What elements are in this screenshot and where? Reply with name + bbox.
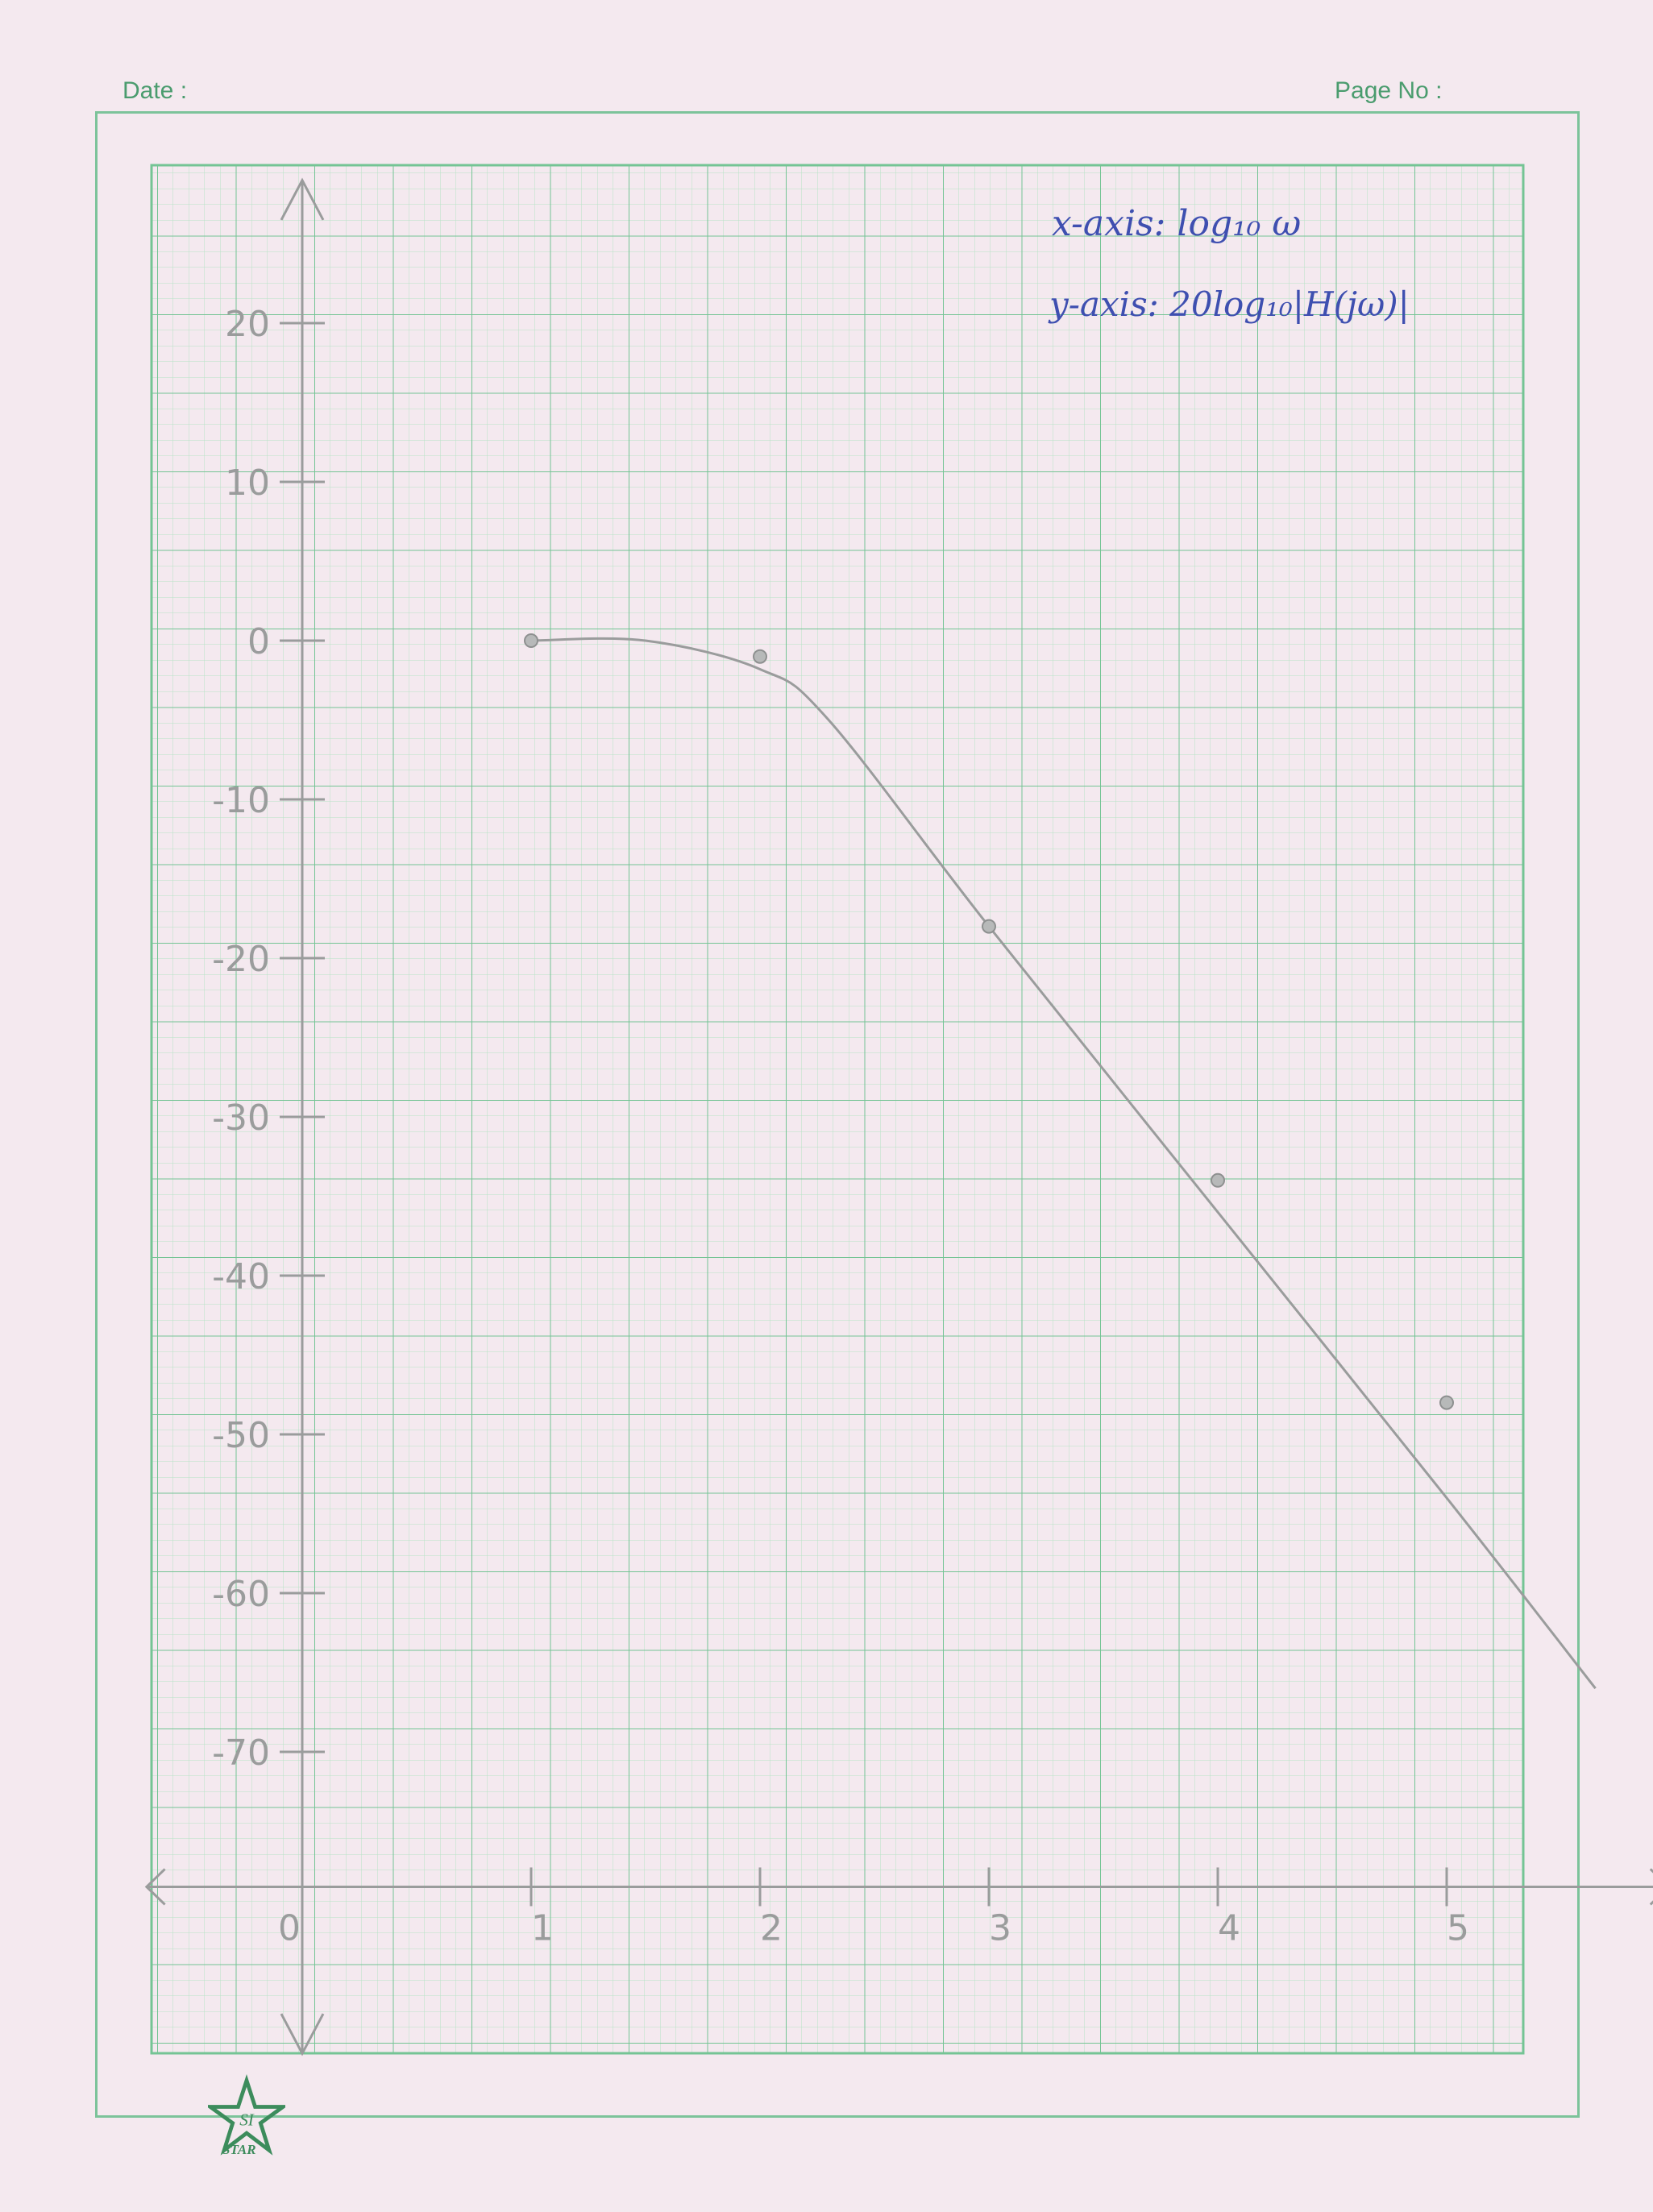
y-axis-arrow-bottom bbox=[280, 2013, 325, 2056]
date-label: Date : bbox=[123, 77, 188, 104]
y-tick-label: -40 bbox=[212, 1256, 270, 1297]
x-axis-arrow-left bbox=[144, 1868, 166, 1906]
y-tick-label: -20 bbox=[212, 939, 270, 980]
response-curve bbox=[530, 637, 1597, 1690]
y-tick-label: -60 bbox=[212, 1574, 270, 1615]
x-tick-label: 5 bbox=[1447, 1907, 1469, 1948]
star-logo-icon: SI bbox=[208, 2074, 285, 2156]
y-tick-label: -50 bbox=[212, 1415, 270, 1456]
logo-initials: SI bbox=[239, 2110, 255, 2130]
y-tick-label: 10 bbox=[225, 463, 270, 504]
x-tick-label: 4 bbox=[1218, 1907, 1240, 1948]
y-tick-label: 0 bbox=[247, 621, 270, 662]
data-point bbox=[1439, 1395, 1454, 1410]
y-axis-arrow-top bbox=[280, 177, 325, 221]
y-axis-note: y-axis: 20log₁₀|H(jω)| bbox=[1048, 284, 1410, 324]
page-border bbox=[95, 111, 1580, 2118]
grid-area bbox=[150, 164, 1525, 2055]
x-tick-label: 3 bbox=[989, 1907, 1011, 1948]
data-series bbox=[524, 633, 1597, 1690]
y-tick-label: -10 bbox=[212, 780, 270, 821]
logo-brand: STAR bbox=[222, 2142, 256, 2157]
x-axis-note: x-axis: log₁₀ ω bbox=[1052, 203, 1301, 244]
data-point bbox=[1211, 1172, 1225, 1188]
data-point bbox=[753, 649, 767, 664]
x-tick-label: 1 bbox=[531, 1907, 554, 1948]
y-tick-label: -70 bbox=[212, 1733, 270, 1774]
x-tick-label: 2 bbox=[760, 1907, 783, 1948]
x-tick-label: 0 bbox=[278, 1907, 301, 1948]
data-point bbox=[524, 633, 538, 648]
y-tick-label: 20 bbox=[225, 304, 270, 345]
data-point bbox=[982, 919, 996, 934]
tick-labels: 20 10 0 -10 -20 -30 -40 -50 -60 -70 0 1 2 3 4 5 bbox=[212, 304, 1469, 1948]
y-tick-label: -30 bbox=[212, 1098, 270, 1139]
page-no-label: Page No : bbox=[1335, 77, 1443, 104]
